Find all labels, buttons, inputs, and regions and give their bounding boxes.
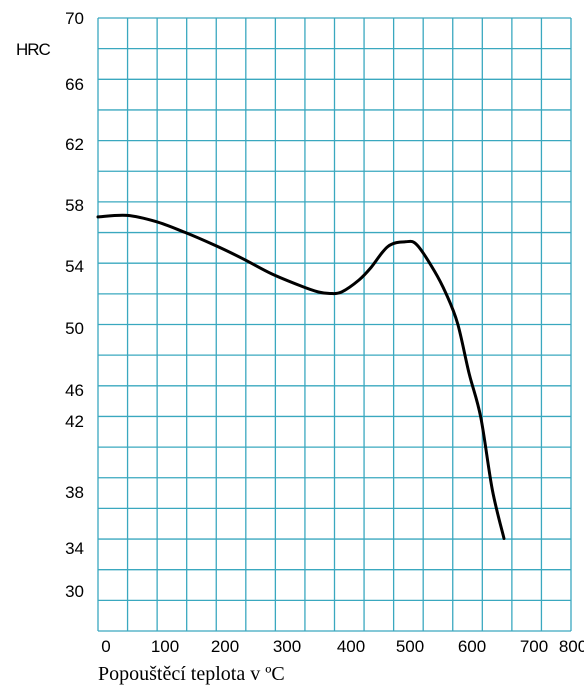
hardness-curve xyxy=(96,213,506,540)
series-group xyxy=(96,213,506,540)
y-tick-label: 66 xyxy=(65,75,84,94)
y-tick-label: 38 xyxy=(65,483,84,502)
y-axis-label: HRC xyxy=(16,40,51,59)
y-tick-label: 42 xyxy=(65,412,84,431)
x-tick-label: 0 xyxy=(101,637,110,656)
x-tick-label: 200 xyxy=(211,637,239,656)
x-tick-label: 400 xyxy=(337,637,365,656)
y-tick-label: 34 xyxy=(65,539,84,558)
x-tick-label: 600 xyxy=(458,637,486,656)
grid xyxy=(97,17,572,632)
x-tick-label: 500 xyxy=(396,637,424,656)
y-tick-label: 46 xyxy=(65,381,84,400)
x-tick-label: 300 xyxy=(273,637,301,656)
x-tick-label: 800 xyxy=(559,637,584,656)
y-tick-label: 50 xyxy=(65,319,84,338)
y-tick-label: 30 xyxy=(65,582,84,601)
tick-labels: 0 100 200 300 400 500 600 700 800 70 66 62 58 54 50 46 4… xyxy=(65,9,584,656)
y-tick-label: 54 xyxy=(65,257,84,276)
x-tick-label: 700 xyxy=(520,637,548,656)
y-tick-label: 58 xyxy=(65,196,84,215)
x-tick-label: 100 xyxy=(151,637,179,656)
y-tick-label: 70 xyxy=(65,9,84,28)
x-axis-label: Popouštěcí teplota v ºC xyxy=(98,663,285,685)
y-tick-label: 62 xyxy=(65,135,84,154)
